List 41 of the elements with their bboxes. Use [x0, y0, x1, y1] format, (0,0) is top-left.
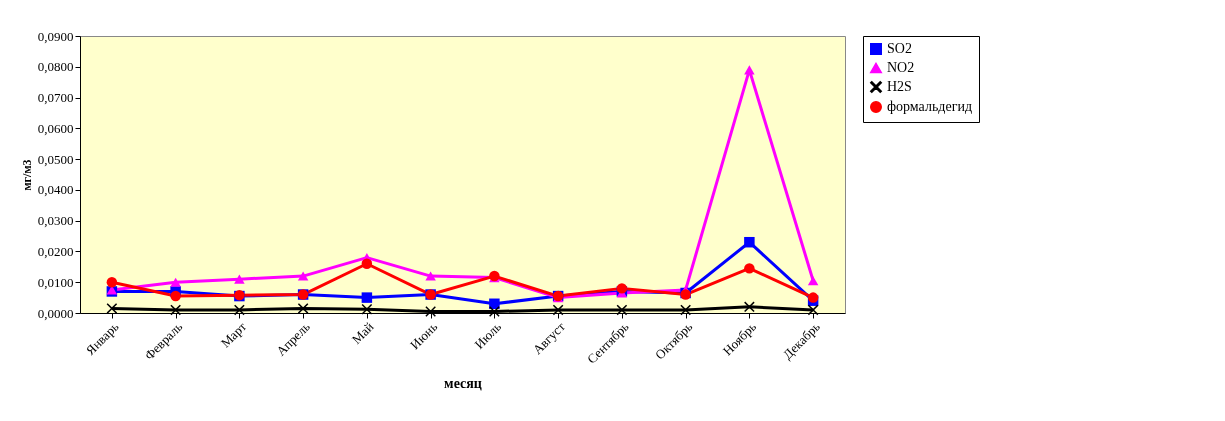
point [170, 290, 181, 302]
point [744, 236, 755, 248]
point [807, 304, 819, 316]
point [489, 306, 500, 317]
point [744, 263, 755, 274]
point [425, 306, 436, 317]
y-tick-label: 0,0900 [37, 28, 74, 44]
point [744, 65, 755, 75]
point [297, 303, 309, 314]
legend-label: SO2 [887, 41, 912, 56]
y-tick-label: 0,0400 [37, 182, 74, 198]
y-tick-label: 0,0800 [37, 59, 74, 75]
point [680, 304, 691, 316]
y-tick-label: 0,0500 [37, 151, 74, 167]
y-tick-label: 0,0200 [37, 243, 74, 259]
legend-label: NO2 [887, 60, 915, 75]
point [552, 304, 564, 316]
point [170, 304, 181, 316]
point [361, 292, 373, 303]
point [807, 276, 819, 286]
y-tick-label: 0,0000 [37, 305, 74, 321]
legend-label: H2S [887, 79, 912, 94]
y-tick-label: 0,0700 [37, 90, 74, 106]
point [425, 271, 436, 281]
point [170, 277, 181, 287]
point [297, 271, 309, 281]
x-axis-title: месяц [444, 375, 482, 391]
legend-label: формальдегид [887, 99, 973, 114]
point [234, 304, 245, 316]
point [616, 304, 628, 316]
y-tick-label: 0,0100 [37, 274, 74, 290]
point [744, 301, 755, 313]
point [234, 274, 245, 284]
point [106, 276, 118, 288]
point [489, 298, 500, 310]
y-tick-label: 0,0600 [37, 120, 74, 136]
y-axis-title: мг/м3 [19, 159, 34, 191]
point [361, 304, 373, 315]
point [106, 303, 118, 314]
y-tick-label: 0,0300 [37, 213, 74, 229]
point [361, 258, 373, 269]
